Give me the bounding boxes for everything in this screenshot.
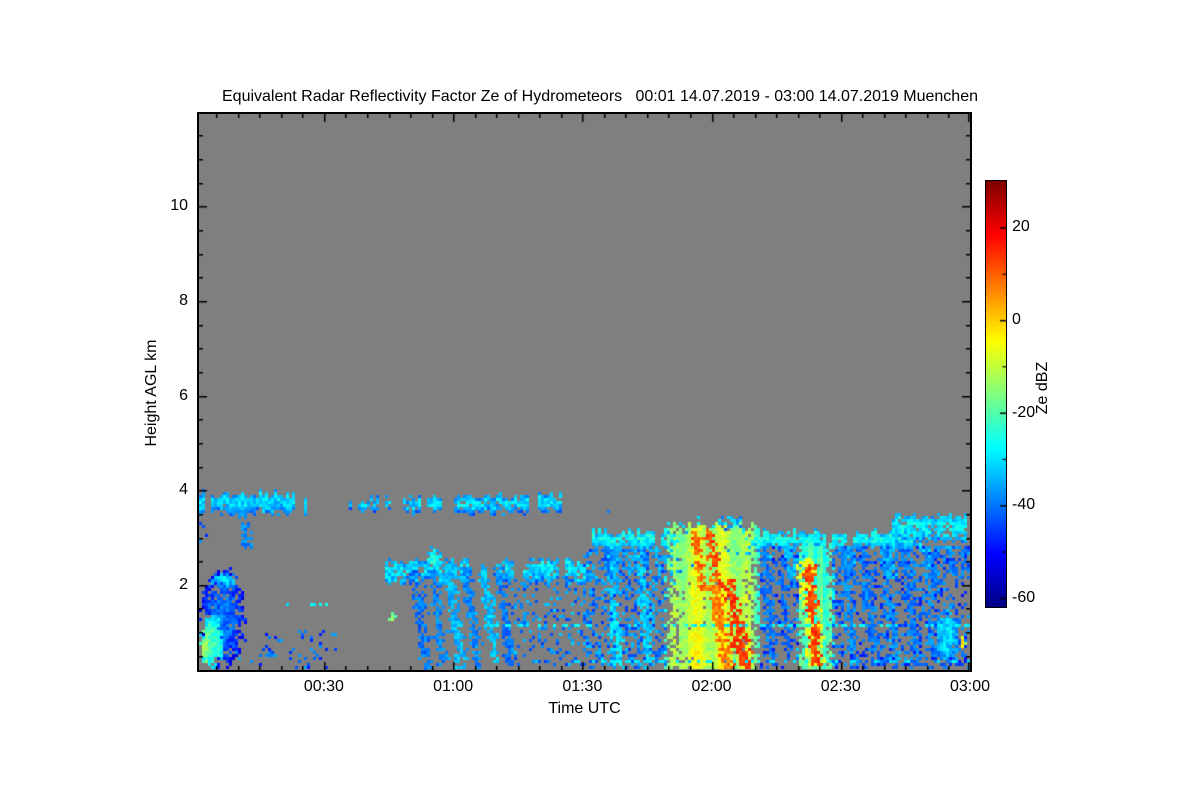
colorbar <box>985 180 1007 608</box>
y-axis-label: Height AGL km <box>143 339 160 447</box>
heatmap-canvas <box>199 114 970 670</box>
colorbar-canvas <box>986 181 1006 607</box>
y-tick-label: 10 <box>170 197 188 215</box>
x-tick-label: 02:00 <box>691 678 732 695</box>
chart-title: Equivalent Radar Reflectivity Factor Ze … <box>222 88 978 105</box>
x-tick-label: 00:30 <box>303 678 344 695</box>
x-axis-label: Time UTC <box>548 700 621 717</box>
y-tick-label: 8 <box>179 291 188 309</box>
colorbar-axis-label: Ze dBZ <box>1034 361 1051 415</box>
plot-area <box>197 112 972 672</box>
colorbar-tick-label: -60 <box>1012 588 1036 606</box>
colorbar-tick-label: 20 <box>1012 218 1030 236</box>
x-tick-label: 01:00 <box>433 678 474 695</box>
x-tick-label: 01:30 <box>562 678 603 695</box>
colorbar-tick-label: -40 <box>1012 496 1036 514</box>
y-tick-label: 2 <box>179 575 188 593</box>
x-tick-label: 02:30 <box>820 678 861 695</box>
x-tick-label: 03:00 <box>949 678 991 695</box>
y-tick-label: 4 <box>179 481 188 499</box>
